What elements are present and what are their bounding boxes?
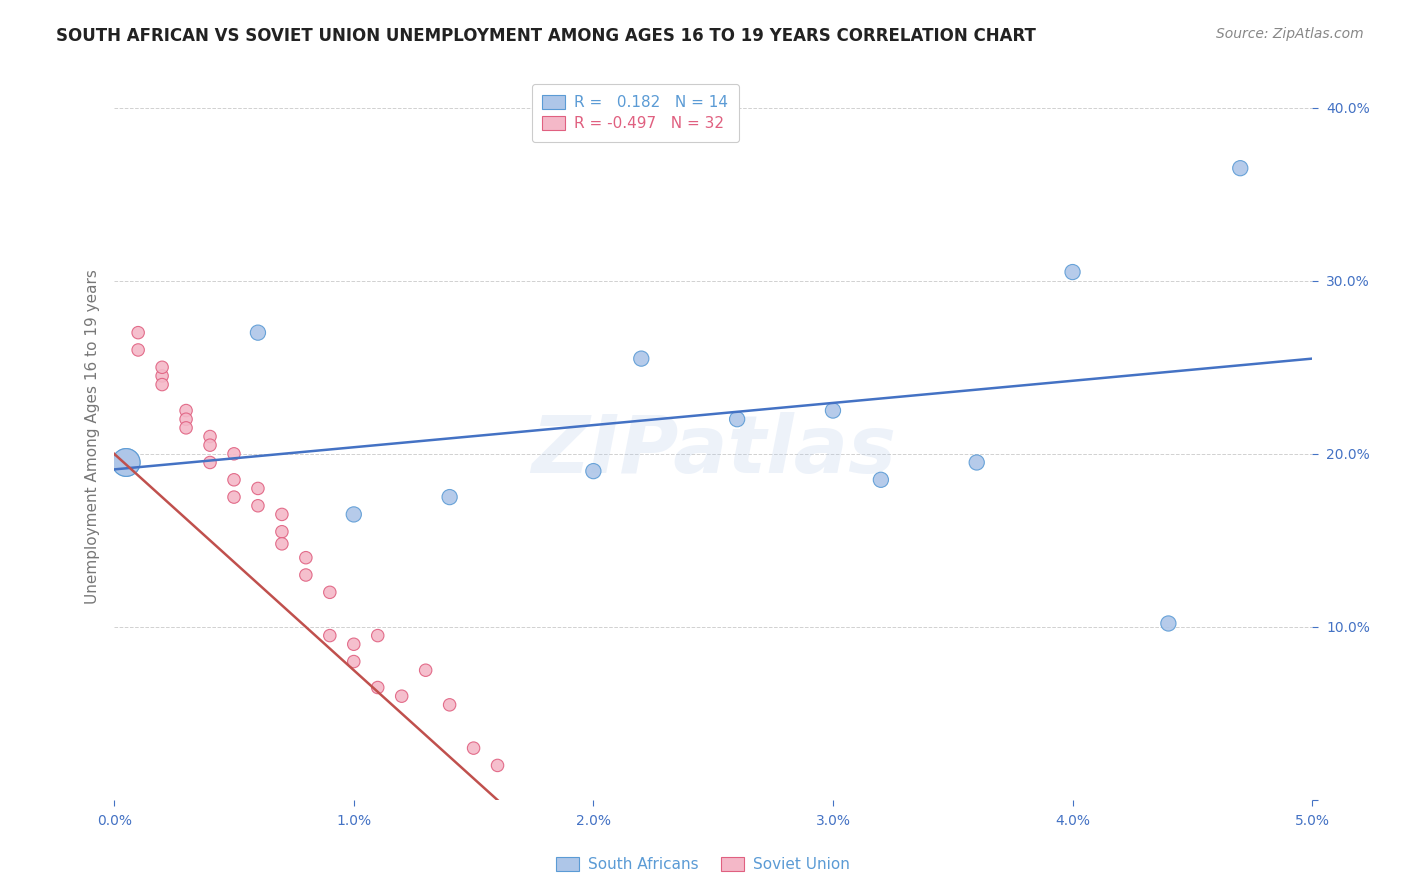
Point <box>343 655 366 669</box>
Point <box>415 663 437 677</box>
Legend: South Africans, Soviet Union: South Africans, Soviet Union <box>548 849 858 880</box>
Text: ZIPatlas: ZIPatlas <box>530 412 896 490</box>
Point <box>295 550 318 565</box>
Text: SOUTH AFRICAN VS SOVIET UNION UNEMPLOYMENT AMONG AGES 16 TO 19 YEARS CORRELATION: SOUTH AFRICAN VS SOVIET UNION UNEMPLOYME… <box>56 27 1036 45</box>
Point <box>439 490 461 504</box>
Point <box>463 741 485 756</box>
Point <box>150 377 173 392</box>
Point <box>319 585 342 599</box>
Point <box>295 568 318 582</box>
Point <box>439 698 461 712</box>
Text: Source: ZipAtlas.com: Source: ZipAtlas.com <box>1216 27 1364 41</box>
Point <box>630 351 652 366</box>
Point <box>174 412 197 426</box>
Point <box>1062 265 1084 279</box>
Point <box>127 326 149 340</box>
Point <box>343 508 366 522</box>
Point <box>174 403 197 417</box>
Point <box>198 438 221 452</box>
Point <box>725 412 748 426</box>
Point <box>246 499 269 513</box>
Point <box>270 524 292 539</box>
Point <box>127 343 149 357</box>
Point <box>582 464 605 478</box>
Point <box>174 421 197 435</box>
Point <box>870 473 893 487</box>
Point <box>222 473 245 487</box>
Point <box>367 681 389 695</box>
Point <box>1157 616 1180 631</box>
Point <box>222 447 245 461</box>
Point <box>270 537 292 551</box>
Point <box>150 368 173 383</box>
Point <box>198 429 221 443</box>
Point <box>343 637 366 651</box>
Legend: R =   0.182   N = 14, R = -0.497   N = 32: R = 0.182 N = 14, R = -0.497 N = 32 <box>531 84 740 142</box>
Point <box>319 629 342 643</box>
Point <box>115 455 138 469</box>
Point <box>150 360 173 375</box>
Point <box>1229 161 1251 176</box>
Y-axis label: Unemployment Among Ages 16 to 19 years: Unemployment Among Ages 16 to 19 years <box>86 269 100 604</box>
Point <box>821 403 844 417</box>
Point <box>367 629 389 643</box>
Point <box>115 455 138 469</box>
Point <box>486 758 509 772</box>
Point <box>222 490 245 504</box>
Point <box>246 326 269 340</box>
Point <box>966 455 988 469</box>
Point <box>270 508 292 522</box>
Point <box>198 455 221 469</box>
Point <box>391 689 413 703</box>
Point <box>246 482 269 496</box>
